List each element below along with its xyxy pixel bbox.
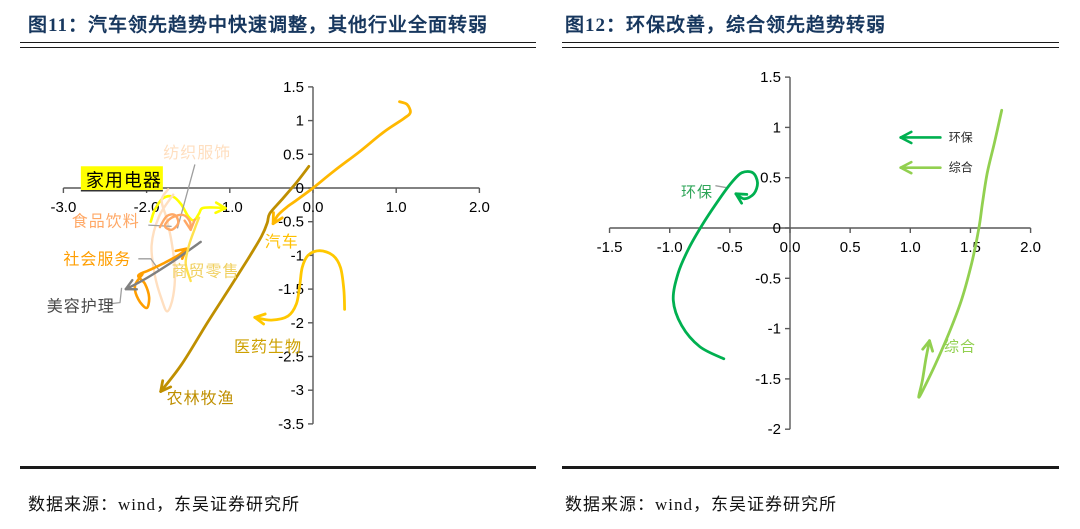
figure-12-chart-svg: -1.5 -1.0 -0.5 0.0 0.5 1.0 1.5 2.01.510.50-0.5-… (597, 69, 1041, 438)
arrow-head-icon (734, 192, 749, 205)
x-tick-label: -1.5 (597, 239, 623, 256)
y-tick-label: -2.5 (278, 349, 304, 366)
series-line (184, 216, 201, 283)
y-tick-label: -2 (768, 421, 781, 438)
figure-11-top-rule (20, 42, 536, 48)
series-line (917, 108, 1004, 399)
arrow-head-icon (253, 312, 267, 326)
series-label: 综合 (944, 339, 976, 356)
legend-label: 综合 (949, 160, 973, 175)
label-leader-line (715, 185, 728, 189)
label-leader-line (109, 287, 123, 305)
label-leader-line (176, 164, 196, 229)
y-tick-label: -3 (291, 382, 304, 399)
x-tick-label: 1.0 (386, 199, 407, 216)
series-label: 纺织服饰 (163, 144, 231, 162)
x-tick-label: -0.5 (717, 239, 743, 256)
y-tick-label: 1.5 (760, 69, 781, 86)
series-label: 商贸零售 (172, 263, 240, 281)
series-line (158, 213, 192, 232)
legend-item: 环保 (899, 130, 973, 145)
arrow-head-icon (124, 279, 138, 291)
y-tick-label: 1 (296, 113, 304, 130)
x-tick-label: -1.0 (657, 239, 683, 256)
label-highlight (80, 166, 163, 191)
x-tick-label: 0.0 (303, 199, 324, 216)
arrow-head-icon (183, 218, 196, 231)
figure-11-source: 数据来源：wind，东吴证券研究所 (28, 495, 300, 514)
x-tick-label: 1.0 (900, 239, 921, 256)
x-tick-label: 0.0 (780, 239, 801, 256)
figure-12-title: 图12：环保改善，综合领先趋势转弱 (565, 15, 887, 36)
y-tick-label: -1 (768, 321, 781, 338)
label-leader-line (138, 258, 160, 271)
arrow-head-icon (921, 339, 934, 353)
arrow-head-icon (899, 130, 913, 145)
y-tick-label: 0.5 (760, 170, 781, 187)
series-label: 食品饮料 (72, 213, 140, 231)
y-tick-label: 1 (773, 119, 781, 136)
series-label: 社会服务 (63, 250, 131, 268)
arrow-head-icon (214, 201, 227, 215)
y-tick-label: 0 (773, 220, 781, 237)
figure-12-top-rule (562, 42, 1059, 48)
arrow-head-icon (899, 160, 913, 175)
series-label: 家用电器 (86, 170, 162, 190)
y-tick-label: 1.5 (283, 79, 304, 96)
x-tick-label: 2.0 (469, 199, 490, 216)
y-tick-label: -1 (291, 247, 304, 264)
arrow-head-icon (271, 211, 284, 226)
series-label: 汽车 (265, 233, 299, 251)
series-label: 医药生物 (234, 338, 302, 356)
series-label: 美容护理 (47, 298, 115, 316)
series-line (671, 170, 759, 361)
series-label: 农林牧渔 (167, 389, 235, 407)
figure-12-chart: -1.5 -1.0 -0.5 0.0 0.5 1.0 1.5 2.0 1.5 1 0.5 0 -0.5-… (540, 50, 1080, 462)
x-tick-label: 2.0 (1020, 239, 1041, 256)
y-tick-label: 0 (296, 180, 304, 197)
legend-item: 综合 (899, 160, 973, 175)
figure-11-chart: -3.0 -2.0 -1.0 0.0 1.0 2.0 1.5 1 0.5 0 -0.5 -1 -1.5-… (0, 50, 540, 462)
y-tick-label: -2 (291, 315, 304, 332)
figure-11-chart-svg: -3.0 -2.0 -1.0 0.0 1.0 2.01.510.50-0.5-1-1.5-… (47, 79, 490, 433)
figure-11-bottom-rule (20, 466, 536, 469)
y-tick-label: -1.5 (755, 371, 781, 388)
series-line (271, 100, 412, 226)
figure-11-title: 图11：汽车领先趋势中快速调整，其他行业全面转弱 (28, 15, 488, 36)
y-tick-label: -0.5 (755, 270, 781, 287)
x-tick-label: -3.0 (50, 199, 76, 216)
x-tick-label: 0.5 (840, 239, 861, 256)
legend-label: 环保 (949, 130, 973, 144)
figure-12-bottom-rule (562, 466, 1059, 469)
series-label: 环保 (681, 184, 713, 201)
y-tick-label: -3.5 (278, 416, 304, 433)
y-tick-label: 0.5 (283, 146, 304, 163)
y-tick-label: -0.5 (278, 214, 304, 231)
arrow-head-icon (159, 379, 173, 393)
figure-12-source: 数据来源：wind，东吴证券研究所 (565, 495, 837, 514)
series-line (159, 165, 311, 393)
series-line (253, 249, 346, 322)
series-line (133, 247, 188, 310)
x-tick-label: -1.0 (217, 199, 243, 216)
